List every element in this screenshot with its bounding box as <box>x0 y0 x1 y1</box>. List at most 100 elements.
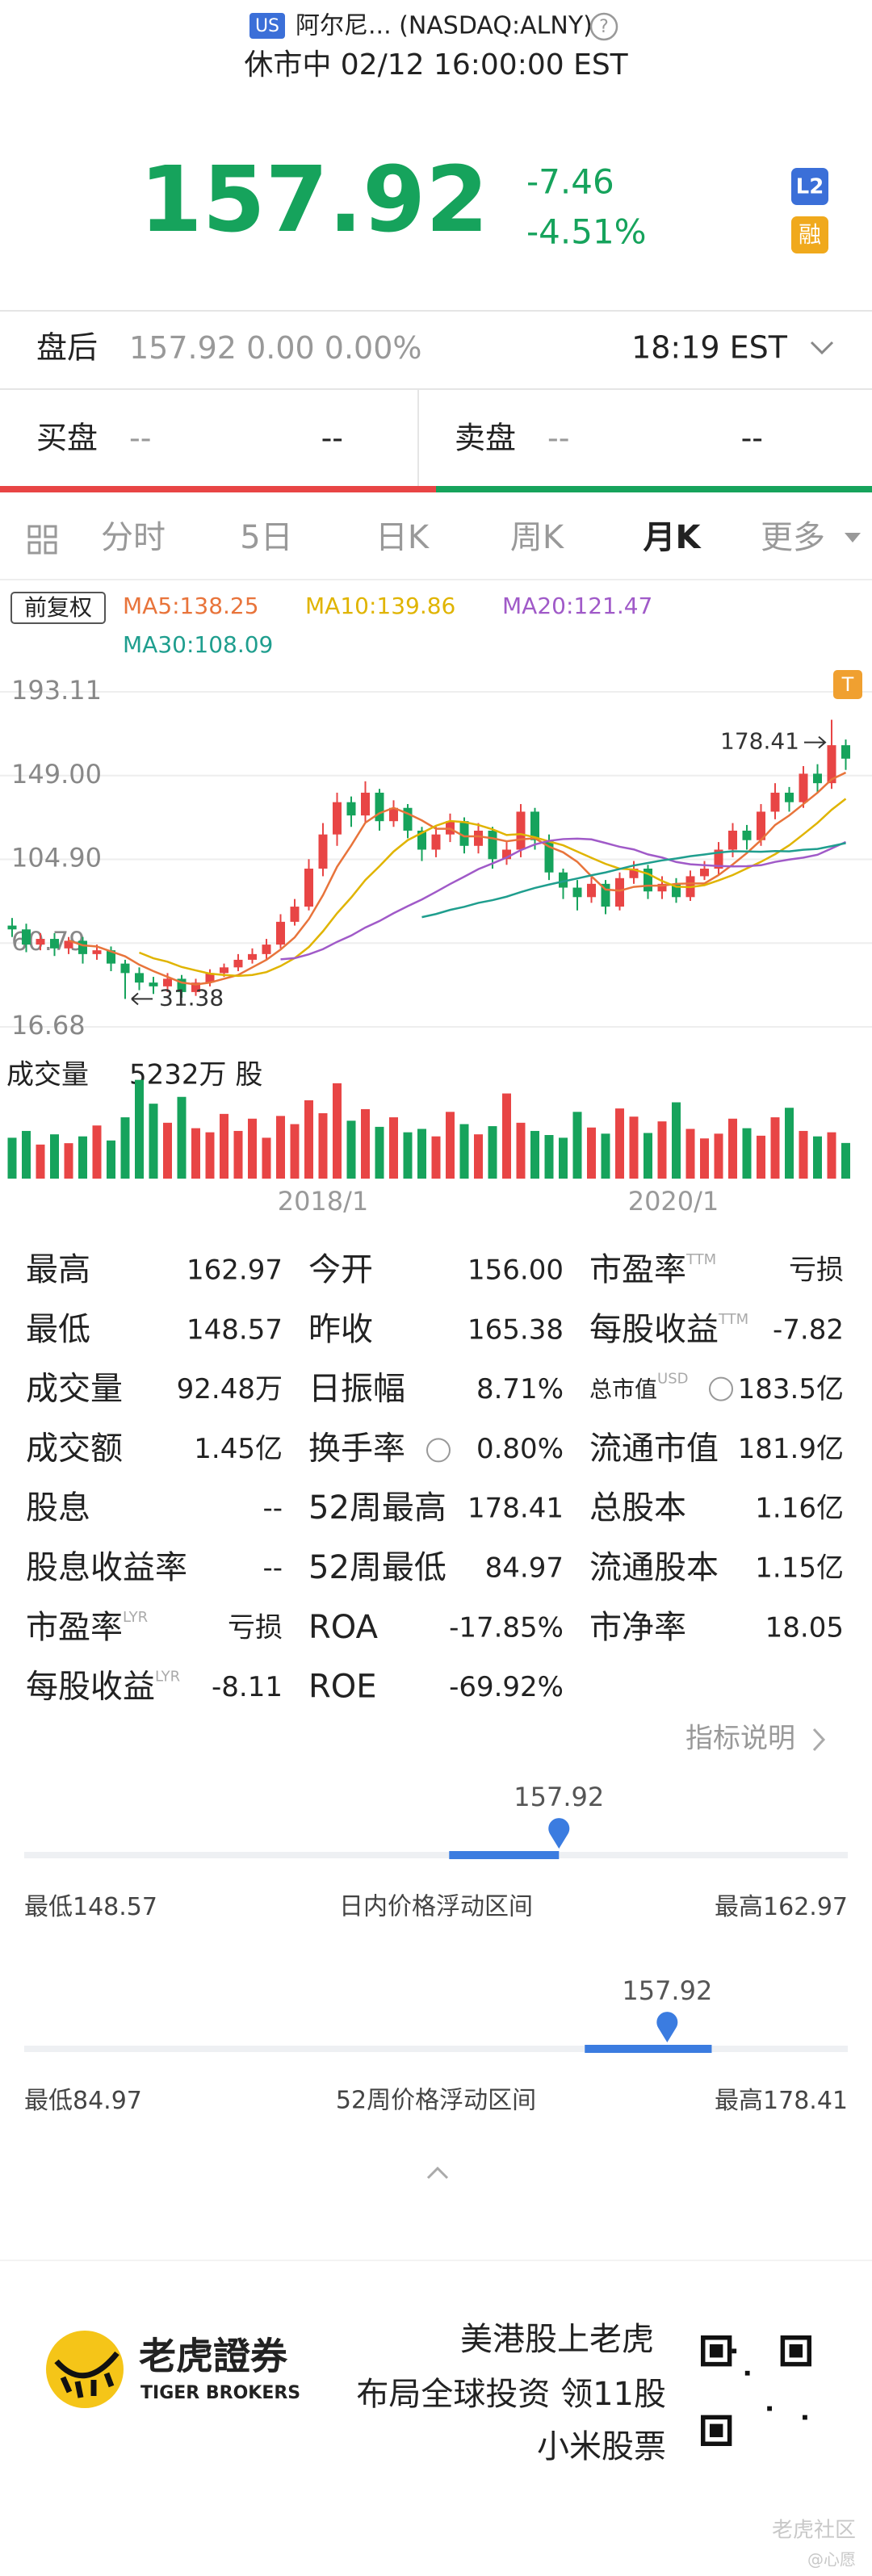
promo-line3: 小米股票 <box>537 2428 666 2465</box>
qr-finder-core <box>789 2344 803 2358</box>
volume-bar <box>770 1117 780 1179</box>
stat-label: 最低 <box>26 1311 90 1348</box>
grid-icon[interactable] <box>27 525 57 555</box>
tab[interactable]: 分时 <box>101 519 166 556</box>
candle-body <box>770 792 780 812</box>
tiger-logo <box>46 2331 124 2408</box>
range-title: 52周价格浮动区间 <box>336 2087 536 2115</box>
stat-value: -69.92% <box>449 1671 564 1703</box>
stat-label: 每股收益LYR <box>26 1669 180 1706</box>
stat-value: 亏损 <box>228 1611 283 1644</box>
volume-bar <box>22 1130 31 1179</box>
candle-body <box>615 878 624 907</box>
volume-bar <box>813 1136 822 1179</box>
ma5-legend: MA5:138.25 <box>123 593 259 619</box>
qr-cell <box>803 2415 807 2420</box>
stat-label: 52周最高 <box>308 1489 446 1527</box>
ask-bar <box>436 486 872 492</box>
market-status: 休市中 02/12 16:00:00 EST <box>244 48 628 82</box>
l2-badge-bg[interactable] <box>791 168 828 205</box>
candle-body <box>290 907 300 922</box>
volume-bar <box>403 1132 413 1179</box>
candle-body <box>799 773 808 802</box>
volume-bar <box>361 1108 370 1179</box>
tab[interactable]: 5日 <box>240 519 292 556</box>
low-note: 31.38 <box>159 984 224 1011</box>
margin-badge-bg[interactable] <box>791 216 828 253</box>
stat-label-text: 市盈率 <box>589 1251 686 1288</box>
range-current: 157.92 <box>514 1782 604 1812</box>
stat-label: 市盈率LYR <box>26 1609 148 1646</box>
volume-bar <box>685 1129 695 1179</box>
stat-value: -- <box>262 1493 283 1525</box>
volume-bar <box>572 1112 582 1179</box>
l2-badge: L2 <box>796 175 824 199</box>
stat-label: 市净率 <box>589 1609 686 1646</box>
candle-body <box>559 872 568 888</box>
stat-label-text: 市盈率 <box>26 1609 123 1646</box>
collapse-icon[interactable] <box>426 2166 449 2180</box>
volume-bar <box>700 1138 709 1179</box>
candle-body <box>163 978 172 986</box>
help-mark: ? <box>599 17 609 37</box>
tab[interactable]: 月K <box>644 519 702 556</box>
stat-value: 8.71% <box>476 1373 564 1405</box>
stat-label-text: ROE <box>308 1669 377 1706</box>
candle-body <box>64 940 73 949</box>
candle-body <box>135 973 144 983</box>
watermark: 老虎社区 <box>772 2519 856 2543</box>
stat-value: 18.05 <box>765 1611 844 1644</box>
stat-label: 昨收 <box>308 1311 373 1348</box>
volume-bar <box>841 1142 850 1179</box>
ma5-line <box>68 771 847 986</box>
volume-bar <box>191 1128 200 1179</box>
stat-label: 市盈率TTM <box>589 1251 716 1288</box>
stat-value: 1.45亿 <box>194 1433 283 1465</box>
volume-bar <box>417 1129 426 1179</box>
indicator-explain[interactable]: 指标说明 <box>685 1723 795 1755</box>
volume-bar <box>92 1125 102 1179</box>
after-hours-quote: 157.92 0.00 0.00% <box>129 330 421 366</box>
candle-body <box>205 973 215 983</box>
candle-body <box>714 849 723 869</box>
tiger-stripes <box>54 2351 119 2398</box>
price-change-pct: -4.51% <box>526 212 647 252</box>
volume-bar <box>389 1117 398 1179</box>
tab[interactable]: 周K <box>510 519 565 556</box>
y-tick-label: 16.68 <box>11 1010 86 1041</box>
stat-label-text: 每股收益 <box>589 1311 719 1348</box>
adjust-box[interactable] <box>10 592 106 624</box>
ask-label: 卖盘 <box>455 421 516 456</box>
candle-body <box>841 745 850 759</box>
stat-value: 1.15亿 <box>755 1552 844 1585</box>
volume-bar <box>177 1096 187 1179</box>
tab[interactable]: 日K <box>375 519 430 556</box>
stat-value: -- <box>262 1552 283 1585</box>
ma20-line <box>280 837 847 961</box>
tab[interactable]: 更多 <box>761 519 825 556</box>
stat-sup: TTM <box>685 1251 716 1268</box>
stock-name: 阿尔尼... (NASDAQ:ALNY) <box>296 12 593 40</box>
range-low-label: 最低 <box>24 2087 73 2115</box>
after-hours-label: 盘后 <box>36 330 98 366</box>
candle-body <box>361 792 370 816</box>
volume-bar <box>248 1118 257 1179</box>
stat-sup: LYR <box>123 1609 148 1626</box>
stat-label-text: 日振幅 <box>308 1371 405 1408</box>
bid-price: -- <box>129 421 151 456</box>
stat-label: 每股收益TTM <box>589 1311 748 1348</box>
candle-body <box>262 945 271 954</box>
help-icon[interactable] <box>589 12 618 41</box>
stat-label-text: 成交额 <box>26 1430 123 1467</box>
stat-value: 0.80% <box>476 1433 564 1465</box>
candle-body <box>220 967 228 974</box>
candle-body <box>78 940 87 954</box>
candle-body <box>333 802 342 835</box>
candle-body <box>742 830 752 840</box>
candle-body <box>403 807 413 831</box>
stat-label: 流通股本 <box>589 1549 719 1586</box>
stat-value: 181.9亿 <box>738 1433 844 1465</box>
dropdown-icon[interactable] <box>810 341 834 355</box>
stat-label-text: 换手率 <box>308 1430 405 1467</box>
